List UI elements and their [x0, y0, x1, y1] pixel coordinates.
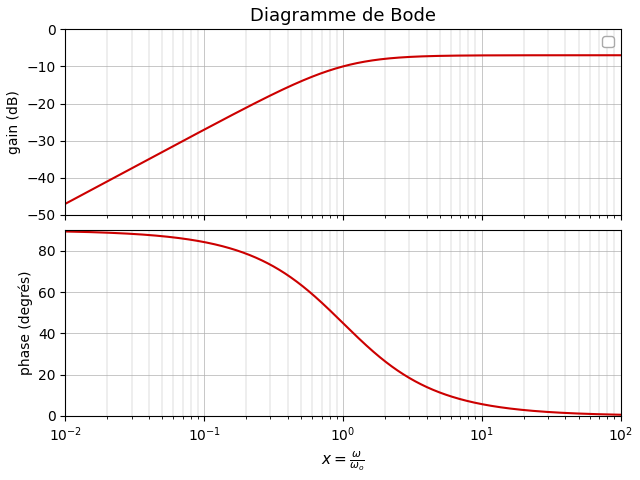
Title: Diagramme de Bode: Diagramme de Bode — [250, 7, 436, 25]
Y-axis label: phase (degrés): phase (degrés) — [18, 271, 33, 375]
Y-axis label: gain (dB): gain (dB) — [7, 90, 21, 154]
X-axis label: $x = \frac{\omega}{\omega_o}$: $x = \frac{\omega}{\omega_o}$ — [321, 450, 365, 473]
Legend:  — [602, 36, 614, 48]
